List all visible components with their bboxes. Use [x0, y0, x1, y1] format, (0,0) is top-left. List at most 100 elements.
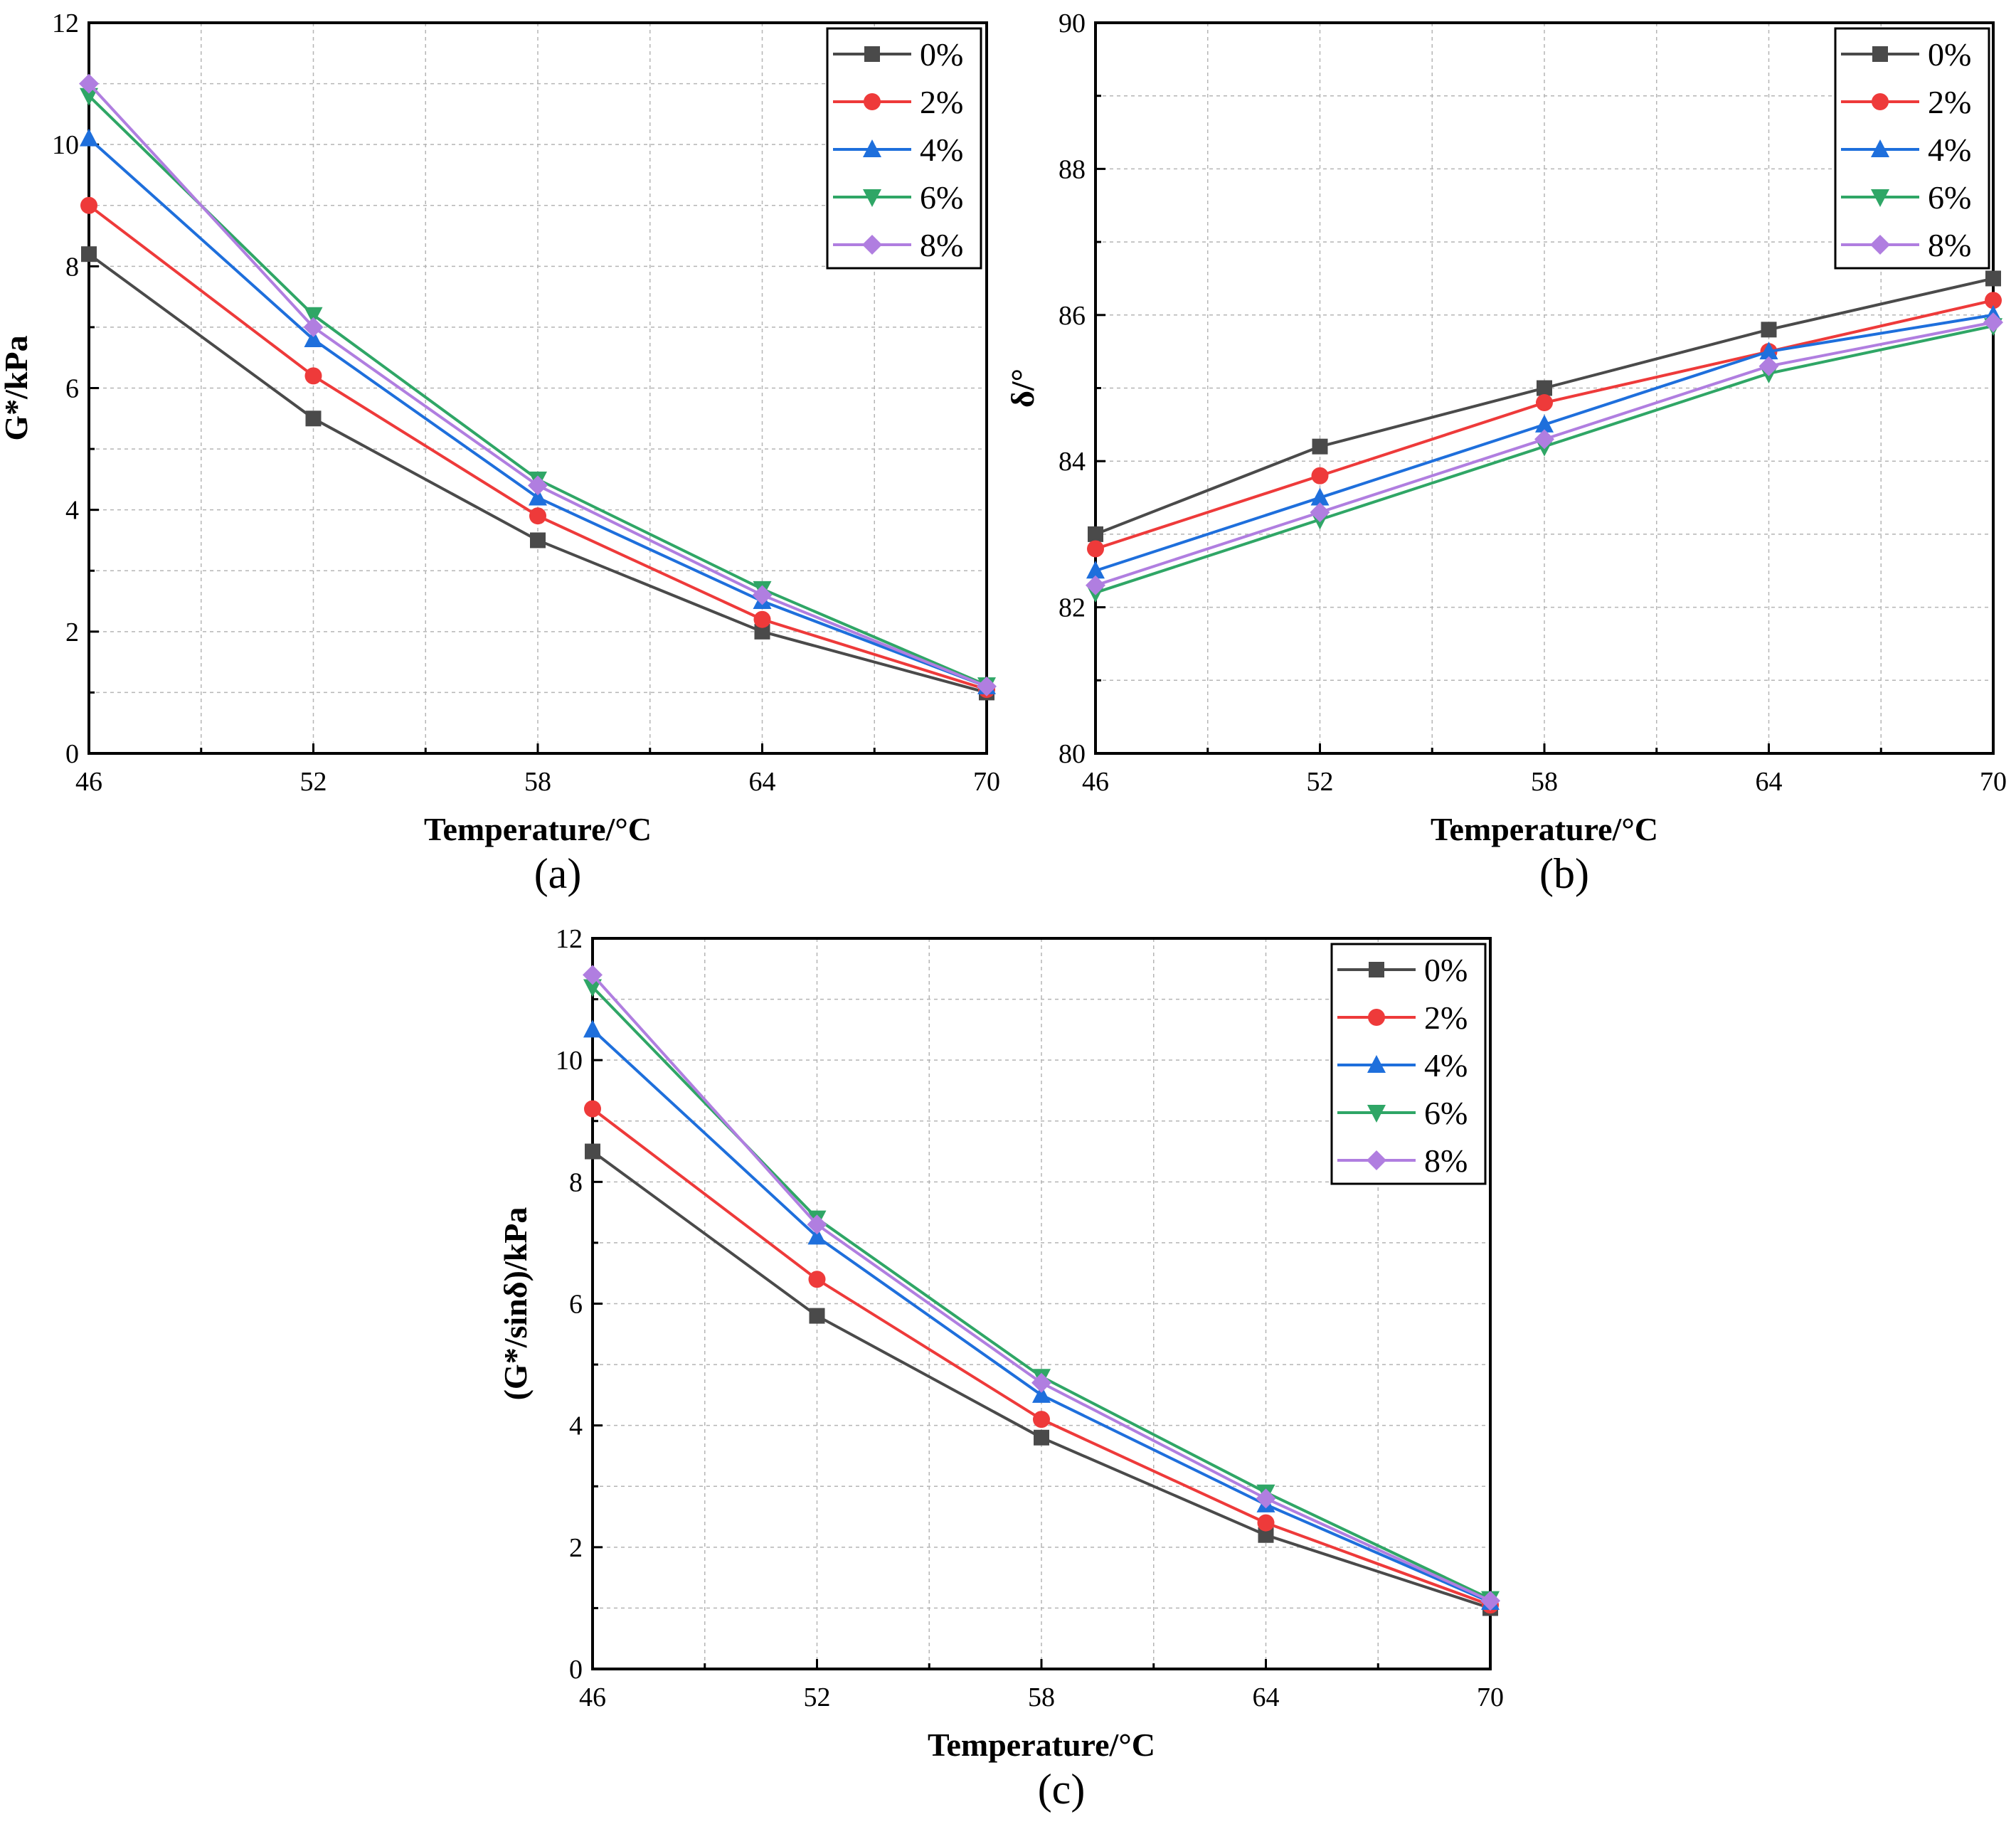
x-axis-title: Temperature/°C — [928, 1727, 1155, 1763]
axis-ticks — [1094, 21, 1995, 755]
y-tick-label: 12 — [52, 9, 79, 38]
x-tick-label: 52 — [804, 1682, 831, 1712]
data-point — [583, 979, 602, 997]
data-point — [583, 965, 603, 985]
legend-label: 4% — [920, 132, 963, 168]
data-point — [1088, 526, 1103, 542]
legend-label: 4% — [1424, 1047, 1468, 1083]
panel-label: (c) — [1038, 1766, 1086, 1813]
legend-label: 8% — [1928, 227, 1971, 263]
x-tick-label: 52 — [300, 767, 327, 797]
chart-b: 46 52 58 64 70 80 82 84 86 88 90 Temperature/°C δ/° 0… — [1004, 9, 2007, 897]
y-tick-label: 6 — [569, 1290, 583, 1320]
data-point — [1034, 1429, 1049, 1446]
y-axis-title: G*/kPa — [0, 335, 34, 440]
legend-label: 0% — [1424, 952, 1468, 988]
data-point — [1087, 540, 1104, 558]
y-tick-label: 0 — [569, 1655, 583, 1685]
x-tick-label: 64 — [749, 767, 776, 797]
data-point — [1534, 429, 1554, 450]
data-point — [752, 585, 773, 605]
data-point — [1310, 502, 1330, 523]
chart-c: 46 52 58 64 70024681012Temperature/°C(G*/sin… — [497, 924, 1504, 1813]
x-axis-title: Temperature/°C — [424, 811, 652, 847]
data-point — [304, 307, 323, 325]
data-point — [1256, 1488, 1276, 1509]
x-tick-label: 70 — [973, 767, 1000, 797]
y-tick-label: 84 — [1059, 447, 1086, 477]
series-4 — [583, 965, 1500, 1611]
data-point — [1759, 341, 1778, 360]
data-point — [753, 610, 771, 628]
legend-label: 0% — [1928, 36, 1971, 73]
y-tick-label: 80 — [1059, 739, 1086, 769]
legend-label: 2% — [1928, 84, 1971, 120]
y-tick-label: 0 — [65, 739, 79, 769]
y-tick-label: 82 — [1059, 593, 1086, 623]
data-point — [1257, 1514, 1275, 1532]
data-point — [1032, 1384, 1051, 1403]
x-tick-label: 70 — [1477, 1682, 1504, 1712]
legend-marker — [864, 46, 880, 62]
data-point — [1480, 1591, 1500, 1611]
legend-label: 2% — [1424, 1000, 1468, 1036]
data-point — [305, 410, 322, 427]
panel-label: (a) — [534, 850, 582, 897]
x-tick-label: 64 — [1253, 1682, 1280, 1712]
legend-marker — [1872, 46, 1888, 62]
data-point — [1535, 414, 1554, 433]
legend-label: 8% — [920, 227, 963, 263]
x-tick-label: 46 — [1082, 767, 1109, 797]
legend-marker — [1871, 139, 1889, 157]
data-point — [1033, 1411, 1050, 1429]
data-point — [1985, 270, 2001, 287]
legend-marker — [1871, 189, 1889, 207]
legend-marker — [864, 93, 881, 110]
legend-marker — [863, 189, 881, 207]
series-0 — [1088, 270, 2001, 542]
x-tick-label: 58 — [1531, 767, 1558, 797]
data-point — [1310, 487, 1330, 506]
legend-marker — [1367, 1055, 1386, 1073]
data-point — [1536, 394, 1553, 412]
y-tick-label: 2 — [65, 618, 79, 647]
legend-label: 6% — [920, 179, 963, 216]
x-tick-label: 52 — [1307, 767, 1334, 797]
legend-marker — [1872, 93, 1889, 110]
legend-marker — [862, 235, 882, 255]
data-point — [1031, 1372, 1051, 1393]
legend-label: 8% — [1424, 1143, 1468, 1179]
data-point — [530, 532, 546, 548]
data-point — [583, 1019, 602, 1038]
legend-marker — [1367, 1150, 1386, 1170]
x-tick-label: 58 — [524, 767, 551, 797]
data-point — [80, 88, 98, 106]
legend-marker — [1369, 962, 1384, 977]
data-point — [1758, 356, 1779, 376]
data-point — [809, 1308, 825, 1324]
data-point — [303, 317, 324, 337]
data-point — [808, 1271, 826, 1288]
y-tick-label: 8 — [65, 252, 79, 282]
legend: 0% 2% 4% 6% 8% — [1834, 27, 1990, 270]
data-point — [585, 1143, 600, 1160]
data-point — [807, 1226, 827, 1245]
y-tick-label: 4 — [65, 496, 79, 526]
panel-label: (b) — [1539, 850, 1589, 897]
data-point — [1312, 438, 1328, 455]
data-point — [1985, 292, 2002, 309]
data-point — [1311, 467, 1329, 484]
data-point — [754, 623, 770, 640]
data-point — [79, 73, 99, 94]
data-point — [81, 246, 97, 263]
data-point — [1983, 312, 2003, 333]
data-point — [1258, 1527, 1274, 1543]
data-point — [584, 1100, 601, 1118]
legend-label: 0% — [920, 36, 963, 73]
x-tick-label: 46 — [579, 1682, 606, 1712]
data-point — [80, 128, 98, 147]
legend-label: 6% — [1928, 179, 1971, 216]
x-tick-label: 64 — [1756, 767, 1783, 797]
chart-a: 46 52 58 64 70024681012Temperature/°CG*/kPa0… — [0, 9, 1000, 897]
